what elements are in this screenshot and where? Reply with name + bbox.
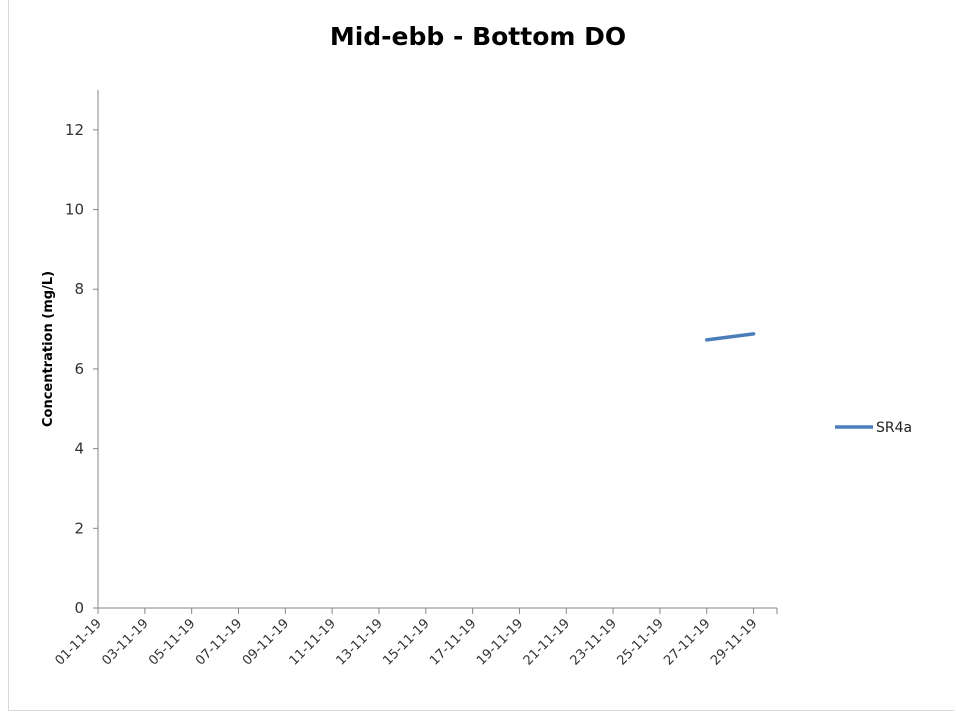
x-tick-label: 03-11-19 — [99, 616, 151, 668]
x-tick-label: 29-11-19 — [708, 616, 760, 668]
x-tick-label: 15-11-19 — [380, 616, 432, 668]
chart-frame — [8, 0, 954, 711]
x-tick-label: 07-11-19 — [193, 616, 245, 668]
y-tick-label: 12 — [65, 121, 84, 139]
series-line-sr4a — [705, 332, 756, 342]
y-tick-label: 2 — [74, 519, 84, 537]
x-tick-label: 21-11-19 — [521, 616, 573, 668]
chart-title: Mid-ebb - Bottom DO — [329, 22, 627, 51]
x-tick-label: 01-11-19 — [52, 616, 104, 668]
y-tick-label: 0 — [74, 599, 84, 617]
x-tick-label: 27-11-19 — [661, 616, 713, 668]
legend: SR4a — [835, 420, 912, 436]
x-tick-label: 05-11-19 — [146, 616, 198, 668]
x-tick-label: 13-11-19 — [333, 616, 385, 668]
x-tick-label: 23-11-19 — [568, 616, 620, 668]
y-tick-label: 10 — [65, 201, 84, 219]
x-tick-label: 25-11-19 — [614, 616, 666, 668]
x-tick-label: 11-11-19 — [287, 616, 339, 668]
y-tick-label: 8 — [74, 280, 84, 298]
x-tick-label: 17-11-19 — [427, 616, 479, 668]
x-tick-label: 19-11-19 — [474, 616, 526, 668]
y-axis-label: Concentration (mg/L) — [41, 271, 56, 427]
y-tick-label: 4 — [74, 440, 84, 458]
legend-label: SR4a — [876, 420, 912, 436]
x-tick-label: 09-11-19 — [240, 616, 292, 668]
x-axis: 01-11-1903-11-1905-11-1907-11-1909-11-19… — [52, 607, 778, 669]
series-layer — [705, 332, 756, 342]
y-tick-label: 6 — [74, 360, 84, 378]
y-axis: 0 2 4 6 8 10 12 — [65, 90, 99, 617]
